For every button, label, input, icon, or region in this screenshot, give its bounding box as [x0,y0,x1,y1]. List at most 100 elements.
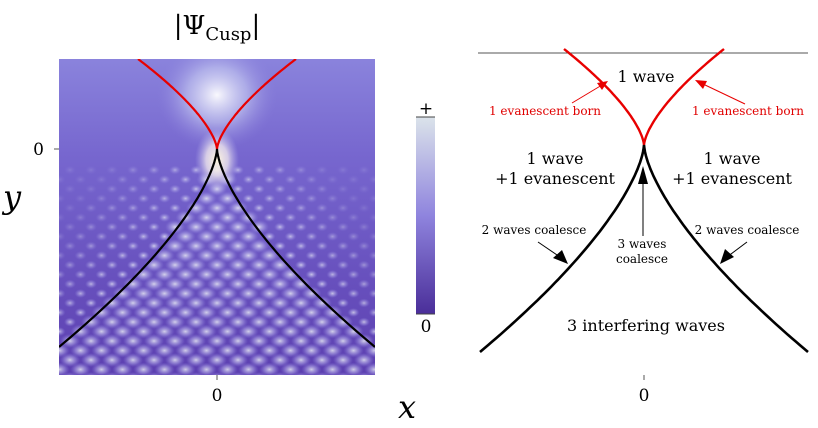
interference-fringe [175,324,196,339]
interference-fringe [61,372,79,375]
interference-fringe [186,296,206,310]
interference-fringe [186,220,206,234]
interference-fringe [379,185,391,194]
interference-fringe [301,324,322,339]
interference-fringe [64,241,76,251]
interference-fringe [208,372,226,375]
interference-fringe [165,315,185,329]
interference-fringe [274,203,286,213]
interference-fringe [123,334,143,348]
interference-fringe [186,277,206,291]
arrow-evanescent-left [571,81,608,104]
interference-fringe [295,203,307,213]
interference-fringe [116,175,129,184]
interference-fringe [274,222,286,232]
interference-fringe [186,353,206,367]
interference-fringe [217,286,238,301]
interference-fringe [137,194,150,203]
interference-fringe [368,308,375,317]
interference-fringe [74,270,87,279]
interference-fringe [239,382,259,396]
interference-fringe [127,222,139,232]
interference-fringe [144,315,164,329]
interference-fringe [127,184,139,194]
interference-fringe [259,324,280,339]
interference-fringe [106,222,118,232]
interference-fringe [365,382,385,396]
interference-fringe [71,382,91,396]
interference-fringe [116,213,129,222]
interference-fringe [102,334,122,348]
interference-fringe [196,324,217,339]
interference-fringe [228,315,248,329]
interference-fringe [284,194,297,203]
interference-fringe [228,239,248,253]
interference-fringe [217,191,238,206]
interference-fringe [368,251,375,260]
interference-fringe [217,324,238,339]
interference-fringe [158,213,171,222]
interference-fringe [74,251,87,260]
annotation-three-line2: coalesce [616,252,668,266]
interference-fringe [250,372,268,375]
region-schematic: 0 1 wave 1 wave +1 evanescent 1 wave +1 … [478,48,809,406]
interference-fringe [358,165,370,175]
interference-fringe [106,241,118,251]
interference-fringe [305,270,318,279]
interference-fringe [64,203,76,213]
interference-fringe [81,334,101,348]
interference-fringe [301,362,322,375]
interference-fringe [284,232,297,241]
interference-fringe [148,184,160,194]
interference-fringe [379,223,391,232]
interference-fringe [106,203,118,213]
interference-fringe [59,232,66,241]
interference-fringe [106,260,118,270]
interference-fringe [344,382,364,396]
interference-fringe [144,353,164,367]
interference-fringe [113,382,133,396]
interference-fringe [137,251,150,260]
interference-fringe [343,324,364,339]
interference-fringe [217,305,238,320]
interference-fringe [217,267,238,282]
interference-fringe [333,315,353,329]
interference-fringe [326,270,339,279]
annotation-evanescent-left: 1 evanescent born [489,104,601,118]
interference-fringe [196,362,217,375]
interference-fringe [91,305,112,320]
interference-fringe [316,222,328,232]
interference-fringe [280,267,301,282]
interference-fringe [284,175,297,184]
interference-fringe [207,315,227,329]
interference-fringe [74,308,87,317]
interference-fringe [154,362,175,375]
x-tick-label-right: 0 [639,386,650,406]
interference-fringe [358,222,370,232]
interference-fringe [292,372,310,375]
interference-fringe [74,213,87,222]
interference-fringe [295,241,307,251]
interference-fringe [253,203,265,213]
interference-fringe [337,298,349,308]
interference-fringe [316,203,328,213]
interference-fringe [347,194,360,203]
interference-fringe [154,324,175,339]
interference-fringe [368,327,375,336]
interference-fringe [238,267,259,282]
interference-fringe [144,334,164,348]
interference-fringe [253,184,265,194]
interference-fringe [228,201,248,215]
interference-fringe [347,289,360,298]
interference-fringe [95,270,108,279]
interference-fringe [64,317,76,327]
interference-fringe [295,260,307,270]
interference-fringe [326,175,339,184]
interference-fringe [74,289,87,298]
interference-fringe [238,229,259,244]
interference-fringe [95,232,108,241]
interference-fringe [302,382,322,396]
interference-fringe [207,239,227,253]
interference-fringe [116,232,129,241]
interference-fringe [337,279,349,289]
